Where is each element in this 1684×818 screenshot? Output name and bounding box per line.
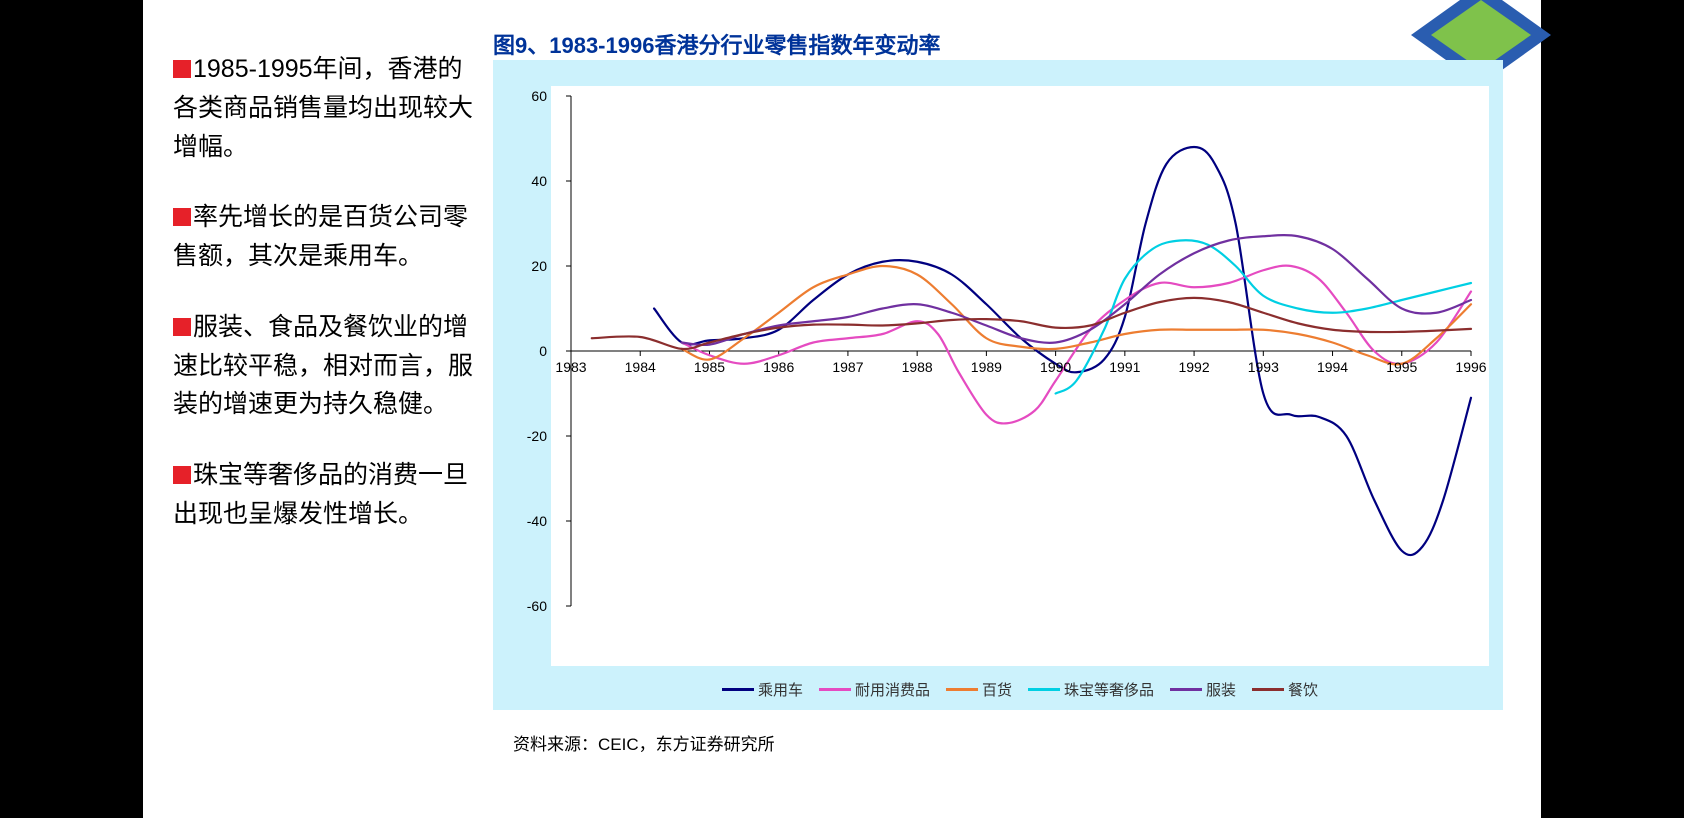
y-tick-label: -20 bbox=[527, 428, 547, 444]
bullet-icon bbox=[173, 466, 191, 484]
x-tick-label: 1989 bbox=[971, 359, 1002, 375]
x-tick-label: 1984 bbox=[625, 359, 656, 375]
y-tick-label: 0 bbox=[539, 343, 547, 359]
x-tick-label: 1986 bbox=[763, 359, 794, 375]
legend-label: 耐用消费品 bbox=[855, 679, 930, 700]
legend-swatch bbox=[1028, 688, 1060, 691]
y-tick-label: -60 bbox=[527, 598, 547, 614]
bullet-item: 1985-1995年间，香港的各类商品销售量均出现较大增幅。 bbox=[173, 50, 473, 166]
bullet-item: 服装、食品及餐饮业的增速比较平稳，相对而言，服装的增速更为持久稳健。 bbox=[173, 308, 473, 424]
x-tick-label: 1983 bbox=[555, 359, 586, 375]
y-tick-label: 20 bbox=[531, 258, 547, 274]
x-tick-label: 1985 bbox=[694, 359, 725, 375]
bullet-icon bbox=[173, 318, 191, 336]
legend-swatch bbox=[819, 688, 851, 691]
x-tick-label: 1992 bbox=[1178, 359, 1209, 375]
x-tick-label: 1995 bbox=[1386, 359, 1417, 375]
legend-swatch bbox=[722, 688, 754, 691]
bullet-item: 珠宝等奢侈品的消费一旦出现也呈爆发性增长。 bbox=[173, 456, 473, 534]
legend-label: 珠宝等奢侈品 bbox=[1064, 679, 1154, 700]
legend-item: 耐用消费品 bbox=[819, 679, 930, 700]
chart-plot-area bbox=[551, 86, 1489, 666]
chart-svg bbox=[551, 86, 1489, 666]
slide: 1985-1995年间，香港的各类商品销售量均出现较大增幅。率先增长的是百货公司… bbox=[143, 0, 1541, 818]
x-tick-label: 1990 bbox=[1040, 359, 1071, 375]
legend-item: 餐饮 bbox=[1252, 679, 1318, 700]
chart-title: 图9、1983-1996香港分行业零售指数年变动率 bbox=[493, 28, 940, 60]
y-tick-label: 40 bbox=[531, 173, 547, 189]
bullet-list: 1985-1995年间，香港的各类商品销售量均出现较大增幅。率先增长的是百货公司… bbox=[173, 50, 473, 566]
chart-legend: 乘用车 耐用消费品 百货 珠宝等奢侈品 服装 餐饮 bbox=[551, 678, 1489, 700]
legend-item: 服装 bbox=[1170, 679, 1236, 700]
x-tick-label: 1991 bbox=[1109, 359, 1140, 375]
bullet-item: 率先增长的是百货公司零售额，其次是乘用车。 bbox=[173, 198, 473, 276]
bullet-icon bbox=[173, 208, 191, 226]
x-tick-label: 1993 bbox=[1248, 359, 1279, 375]
bullet-icon bbox=[173, 60, 191, 78]
y-tick-label: 60 bbox=[531, 88, 547, 104]
chart-container: 乘用车 耐用消费品 百货 珠宝等奢侈品 服装 餐饮 -60 -40 -20 0 20 40 60 198… bbox=[493, 60, 1503, 710]
legend-item: 乘用车 bbox=[722, 679, 803, 700]
legend-swatch bbox=[1170, 688, 1202, 691]
legend-label: 百货 bbox=[982, 679, 1012, 700]
source-text: 资料来源：CEIC，东方证券研究所 bbox=[513, 730, 775, 755]
y-tick-label: -40 bbox=[527, 513, 547, 529]
legend-swatch bbox=[1252, 688, 1284, 691]
legend-item: 百货 bbox=[946, 679, 1012, 700]
legend-label: 餐饮 bbox=[1288, 679, 1318, 700]
legend-label: 乘用车 bbox=[758, 679, 803, 700]
x-tick-label: 1996 bbox=[1455, 359, 1486, 375]
x-tick-label: 1987 bbox=[832, 359, 863, 375]
legend-item: 珠宝等奢侈品 bbox=[1028, 679, 1154, 700]
legend-swatch bbox=[946, 688, 978, 691]
x-tick-label: 1988 bbox=[902, 359, 933, 375]
x-tick-label: 1994 bbox=[1317, 359, 1348, 375]
legend-label: 服装 bbox=[1206, 679, 1236, 700]
